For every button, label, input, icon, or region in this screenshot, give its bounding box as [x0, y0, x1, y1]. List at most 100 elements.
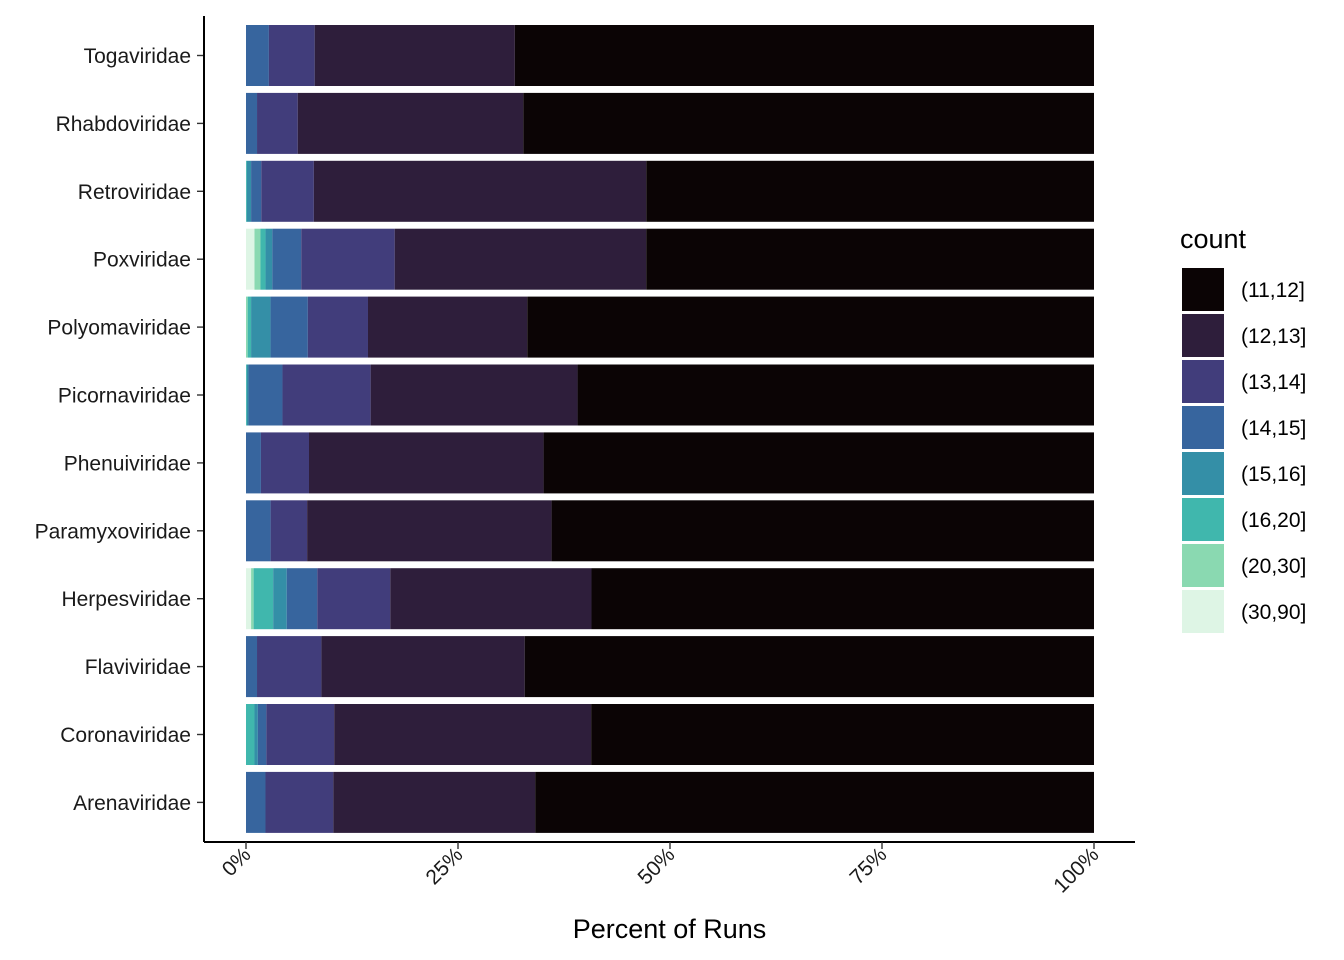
bar-segment [246, 500, 271, 562]
bar-segment [246, 228, 255, 290]
legend-label: (20,30] [1241, 555, 1306, 578]
bar-segment [367, 296, 528, 358]
y-tick-label: Paramyxoviridae [35, 520, 191, 543]
y-tick-label: Picornaviridae [58, 385, 191, 408]
bar-segment [297, 92, 524, 154]
legend-swatch [1182, 498, 1224, 541]
legend-label: (12,13] [1241, 325, 1306, 348]
legend: count (11,12] (12,13] (13,14] (14,15] (15,16… [1180, 224, 1306, 633]
bar-segment [272, 228, 302, 290]
bar-segment [308, 432, 544, 494]
legend-swatch [1182, 544, 1224, 587]
legend-swatch [1182, 268, 1224, 311]
legend-swatch [1182, 314, 1224, 357]
bar-segment [268, 25, 315, 86]
x-tick-label: 0% [218, 843, 256, 881]
bar-segment [646, 160, 1094, 222]
bar-segment [334, 704, 592, 765]
bar-segment [248, 364, 283, 426]
x-tick-label: 25% [422, 843, 468, 889]
y-tick-label: Poxviridae [93, 249, 191, 272]
y-tick-label: Flaviviridae [85, 656, 191, 679]
y-axis: Togaviridae Rhabdoviridae Retroviridae Poxv… [35, 16, 205, 842]
bar-segment [591, 704, 1094, 765]
bar-segment [260, 228, 266, 290]
legend-swatch [1182, 360, 1224, 403]
x-tick-label: 50% [634, 843, 680, 889]
bar-segment [246, 25, 269, 86]
bar-segment [257, 704, 267, 765]
bar-segment [260, 432, 309, 494]
bar-segment [251, 296, 271, 358]
y-tick-label: Rhabdoviridae [56, 113, 191, 136]
bar-segment [390, 568, 592, 630]
x-axis-title: Percent of Runs [573, 914, 767, 944]
bar-segment [253, 568, 274, 630]
bar-segment [266, 704, 335, 765]
x-tick-label: 100% [1049, 843, 1103, 897]
bar-segment [251, 160, 262, 222]
bar-segment [257, 92, 298, 154]
bar-segment [577, 364, 1094, 426]
bar-segment [246, 704, 255, 765]
x-tick-label: 75% [846, 843, 892, 889]
legend-title: count [1180, 224, 1247, 254]
legend-label: (15,16] [1241, 463, 1306, 486]
y-tick-label: Polyomaviridae [47, 317, 191, 340]
legend-label: (13,14] [1241, 371, 1306, 394]
bar-segment [246, 160, 247, 222]
y-tick-label: Phenuiviridae [64, 452, 191, 475]
bar-segment [246, 364, 249, 426]
bar-segment [247, 296, 252, 358]
bar-segment [286, 568, 318, 630]
bar-segment [313, 160, 647, 222]
bar-segment [333, 771, 536, 833]
legend-label: (16,20] [1241, 509, 1306, 532]
legend-items: (11,12] (12,13] (13,14] (14,15] (15,16] (16,2… [1182, 268, 1306, 633]
y-tick-label: Retroviridae [78, 181, 191, 204]
y-tick-label: Herpesviridae [61, 588, 191, 611]
bar-segment [307, 500, 552, 562]
bar-segment [246, 296, 248, 358]
bar-segment [394, 228, 647, 290]
legend-label: (14,15] [1241, 417, 1306, 440]
bar-segment [246, 432, 261, 494]
y-tick-label: Arenaviridae [73, 792, 191, 815]
bar-segment [282, 364, 371, 426]
bar-segment [646, 228, 1094, 290]
bar-area [246, 25, 1094, 833]
bar-segment [246, 771, 266, 833]
bar-segment [270, 296, 308, 358]
bar-segment [543, 432, 1094, 494]
bar-segment [591, 568, 1094, 630]
bar-segment [273, 568, 287, 630]
bar-segment [246, 160, 252, 222]
bar-segment [301, 228, 395, 290]
legend-label: (11,12] [1241, 279, 1305, 302]
legend-label: (30,90] [1241, 601, 1306, 624]
bar-segment [370, 364, 578, 426]
y-tick-label: Coronaviridae [60, 724, 191, 747]
legend-swatch [1182, 452, 1224, 495]
bar-segment [535, 771, 1094, 833]
bar-segment [246, 568, 252, 630]
bar-segment [257, 636, 322, 698]
bar-segment [523, 92, 1094, 154]
bar-segment [527, 296, 1094, 358]
bar-segment [317, 568, 391, 630]
bar-segment [307, 296, 368, 358]
bar-segment [261, 160, 314, 222]
legend-swatch [1182, 590, 1224, 633]
bar-segment [321, 636, 525, 698]
bar-segment [551, 500, 1094, 562]
bar-segment [251, 568, 254, 630]
y-tick-label: Togaviridae [84, 45, 191, 68]
bar-segment [265, 228, 273, 290]
bar-segment [514, 25, 1094, 86]
bar-segment [314, 25, 515, 86]
bar-segment [254, 704, 258, 765]
bar-segment [265, 771, 334, 833]
bar-segment [246, 636, 258, 698]
bar-segment [246, 364, 247, 426]
